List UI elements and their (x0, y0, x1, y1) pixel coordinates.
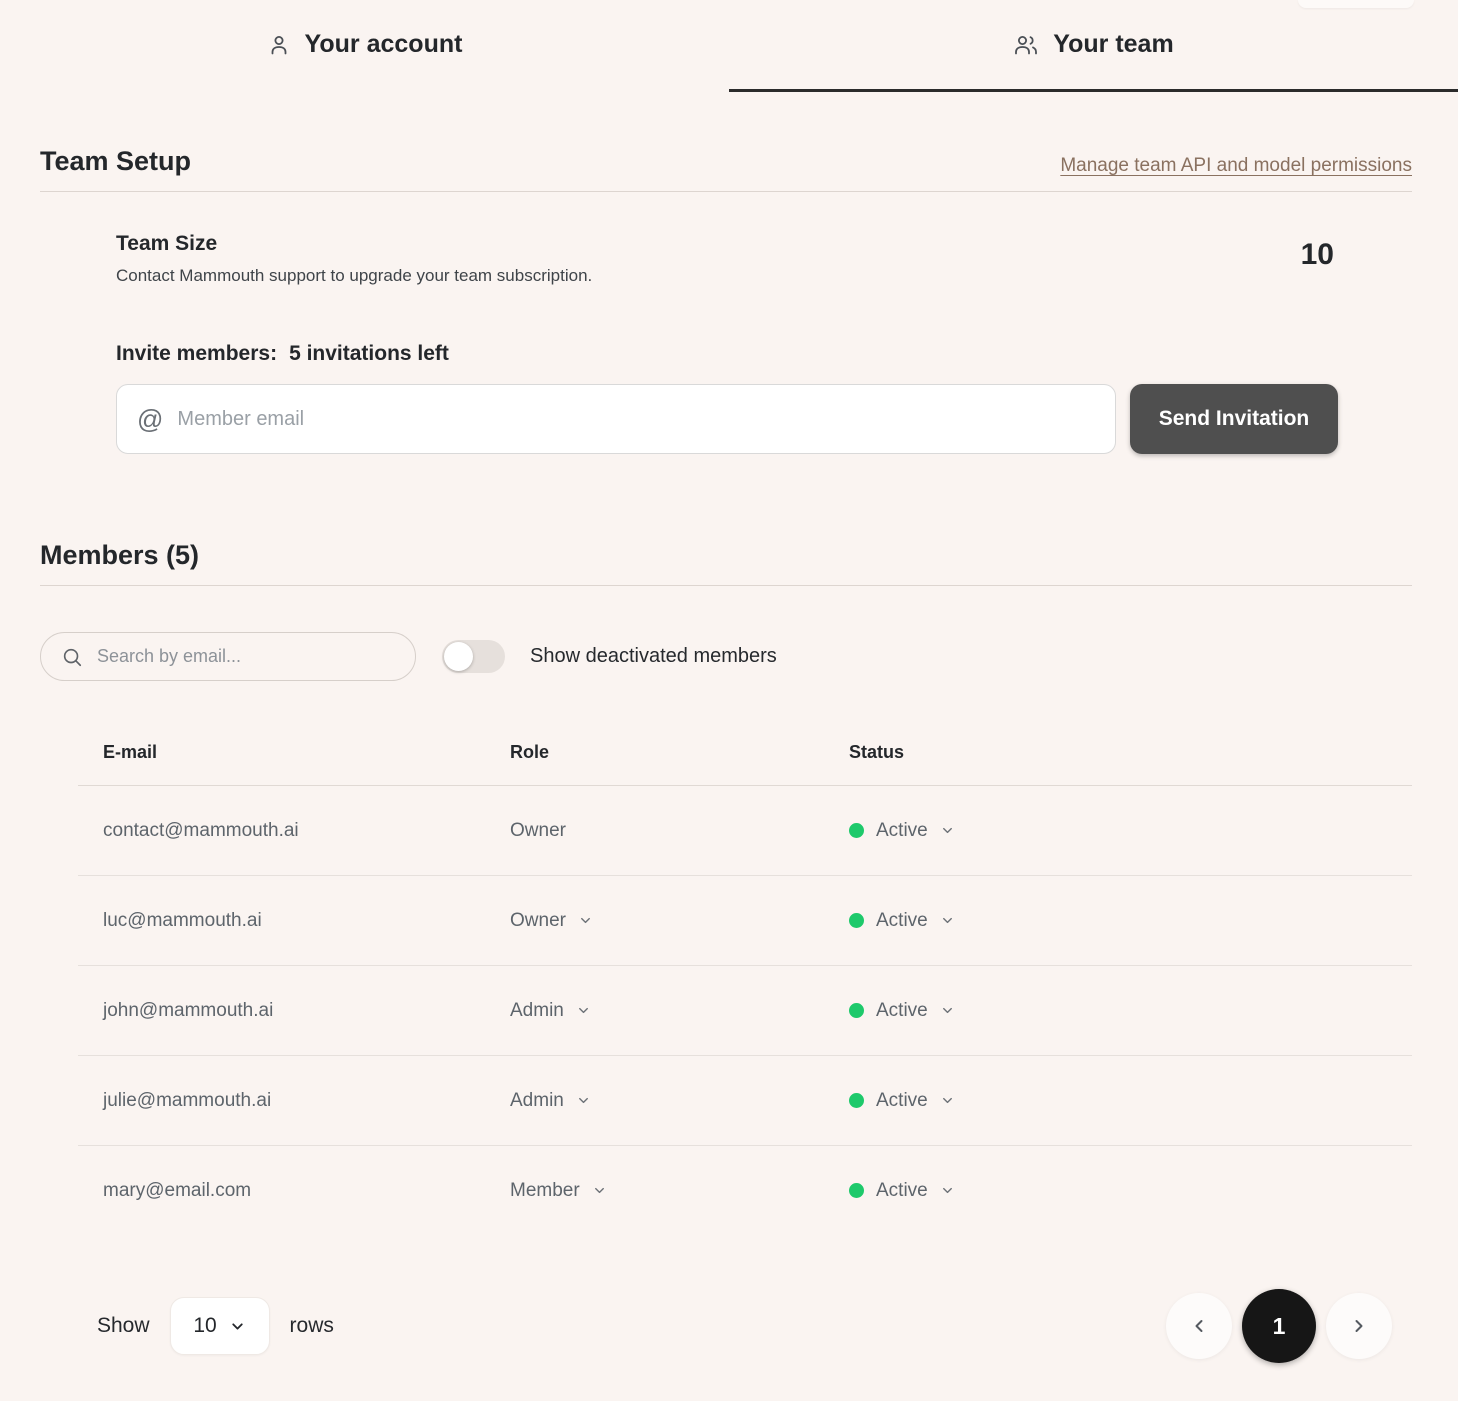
member-role: Admin (510, 999, 564, 1021)
member-role: Owner (510, 819, 566, 841)
header-email: E-mail (103, 741, 158, 762)
team-size-value: 10 (1300, 238, 1334, 271)
member-email: luc@mammouth.ai (103, 909, 262, 931)
status-active-dot (849, 1093, 864, 1108)
users-icon (1013, 33, 1039, 57)
invite-members-label: Invite members: (116, 342, 278, 365)
table-row: john@mammouth.ai Admin Active (78, 965, 1412, 1055)
pagination: 1 (1166, 1289, 1392, 1363)
member-status-cell[interactable]: Active (824, 820, 1412, 842)
chevron-down-icon[interactable] (940, 913, 955, 928)
member-status-cell[interactable]: Active (824, 1090, 1412, 1112)
tab-your-account[interactable]: Your account (0, 0, 729, 92)
search-input[interactable] (97, 646, 395, 667)
send-invitation-button[interactable]: Send Invitation (1130, 384, 1338, 454)
team-setup-divider (40, 191, 1412, 192)
member-email-cell: julie@mammouth.ai (78, 1090, 485, 1112)
chevron-down-icon[interactable] (940, 1003, 955, 1018)
chevron-down-icon[interactable] (576, 1093, 591, 1108)
chevron-down-icon[interactable] (940, 823, 955, 838)
members-table: E-mail Role Status contact@mammouth.ai O… (78, 719, 1412, 1235)
table-header-row: E-mail Role Status (78, 719, 1412, 785)
table-row: julie@mammouth.ai Admin Active (78, 1055, 1412, 1145)
top-right-card-edge (1298, 0, 1414, 8)
team-setup-title: Team Setup (40, 146, 192, 176)
chevron-down-icon (229, 1318, 246, 1335)
member-status: Active (876, 909, 928, 931)
member-role: Owner (510, 909, 566, 931)
invitations-left-label: 5 invitations left (289, 342, 449, 365)
status-active-dot (849, 1003, 864, 1018)
member-role-cell: Owner (485, 820, 824, 842)
chevron-down-icon[interactable] (940, 1093, 955, 1108)
chevron-down-icon[interactable] (592, 1183, 607, 1198)
chevron-down-icon[interactable] (940, 1183, 955, 1198)
tab-your-team[interactable]: Your team (729, 0, 1458, 92)
toggle-knob (444, 642, 473, 671)
at-icon: @ (137, 403, 164, 434)
member-status: Active (876, 819, 928, 841)
tab-bar: Your account Your team (0, 0, 1458, 92)
rows-per-page-control: Show 10 rows (97, 1297, 334, 1355)
table-row: mary@email.com Member Active (78, 1145, 1412, 1235)
member-status-cell[interactable]: Active (824, 910, 1412, 932)
next-page-button[interactable] (1326, 1293, 1392, 1359)
table-row: contact@mammouth.ai Owner Active (78, 785, 1412, 875)
show-label: Show (97, 1314, 150, 1337)
member-email: contact@mammouth.ai (103, 819, 299, 841)
member-role: Admin (510, 1089, 564, 1111)
chevron-down-icon[interactable] (576, 1003, 591, 1018)
status-active-dot (849, 1183, 864, 1198)
rows-per-page-select[interactable]: 10 (169, 1297, 270, 1355)
show-deactivated-toggle[interactable] (442, 640, 505, 673)
manage-permissions-link[interactable]: Manage team API and model permissions (1060, 155, 1412, 176)
member-role-cell[interactable]: Admin (485, 1000, 824, 1022)
members-divider (40, 585, 1412, 586)
page-1-button[interactable]: 1 (1242, 1289, 1316, 1363)
tab-your-account-label: Your account (304, 30, 463, 58)
member-email-field[interactable]: @ (116, 384, 1116, 454)
member-role-cell[interactable]: Admin (485, 1090, 824, 1112)
member-role: Member (510, 1179, 580, 1201)
show-deactivated-label: Show deactivated members (530, 645, 777, 667)
member-email-input[interactable] (177, 407, 1095, 431)
previous-page-button[interactable] (1166, 1293, 1232, 1359)
member-email-cell: luc@mammouth.ai (78, 910, 485, 932)
table-row: luc@mammouth.ai Owner Active (78, 875, 1412, 965)
member-status-cell[interactable]: Active (824, 1000, 1412, 1022)
member-email: julie@mammouth.ai (103, 1089, 272, 1111)
member-email-cell: john@mammouth.ai (78, 1000, 485, 1022)
search-field[interactable] (40, 632, 416, 681)
team-size-title: Team Size (116, 232, 218, 255)
chevron-left-icon (1189, 1316, 1209, 1336)
header-role: Role (510, 741, 550, 762)
members-title: Members (5) (40, 540, 200, 570)
member-role-cell[interactable]: Owner (485, 910, 824, 932)
member-status-cell[interactable]: Active (824, 1180, 1412, 1202)
status-active-dot (849, 823, 864, 838)
member-email-cell: contact@mammouth.ai (78, 820, 485, 842)
member-email-cell: mary@email.com (78, 1180, 485, 1202)
member-status: Active (876, 1179, 928, 1201)
team-size-block: Team Size Contact Mammouth support to up… (116, 232, 592, 286)
member-email: mary@email.com (103, 1179, 252, 1201)
chevron-down-icon[interactable] (578, 913, 593, 928)
team-size-description: Contact Mammouth support to upgrade your… (116, 266, 593, 285)
status-active-dot (849, 913, 864, 928)
header-status: Status (849, 741, 905, 762)
rows-label: rows (289, 1314, 334, 1337)
member-email: john@mammouth.ai (103, 999, 274, 1021)
member-status: Active (876, 999, 928, 1021)
tab-your-team-label: Your team (1053, 30, 1174, 58)
chevron-right-icon (1349, 1316, 1369, 1336)
member-role-cell[interactable]: Member (485, 1180, 824, 1202)
user-icon (267, 33, 291, 57)
rows-per-page-value: 10 (193, 1314, 217, 1337)
member-status: Active (876, 1089, 928, 1111)
search-icon (61, 646, 83, 668)
